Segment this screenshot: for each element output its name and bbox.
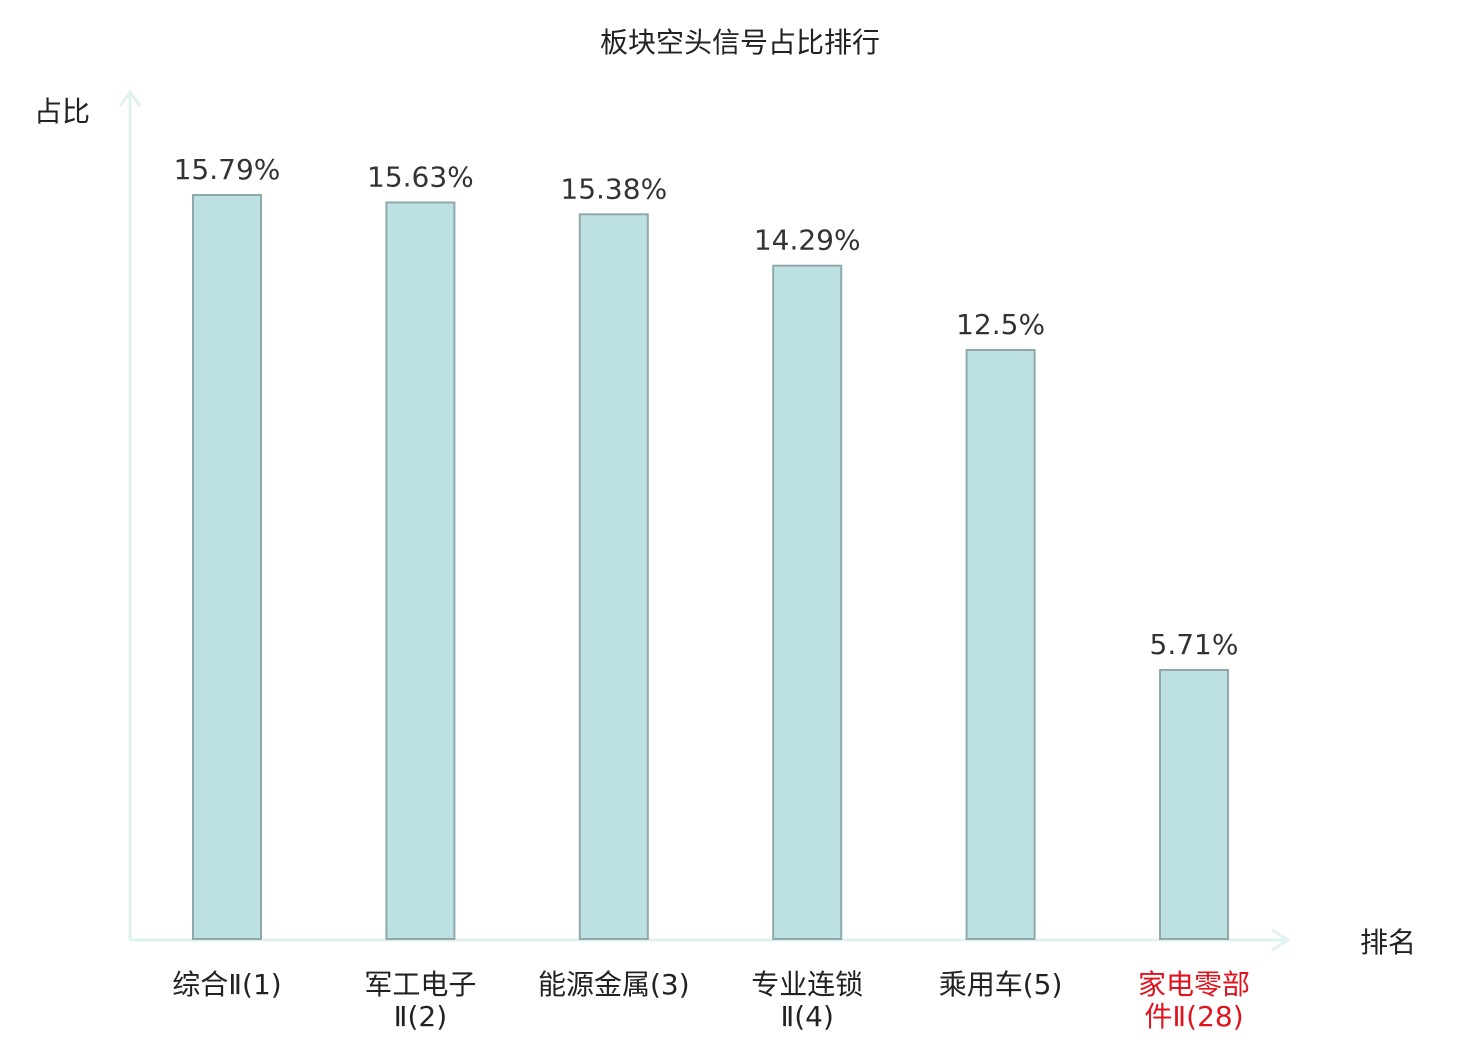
bar-2: [385, 201, 456, 940]
value-label-5: 12.5%: [956, 308, 1045, 341]
category-label-3-line-1: 能源金属(3): [538, 968, 690, 1001]
bar-3: [578, 213, 649, 941]
y-axis-label: 占比: [34, 95, 90, 128]
bar-4: [772, 264, 843, 940]
category-label-6-line-1: 家电零部: [1138, 968, 1250, 1001]
value-label-2: 15.63%: [367, 161, 474, 194]
category-label-6-line-2: 件Ⅱ(28): [1144, 1000, 1243, 1033]
chart-title: 板块空头信号占比排行: [600, 26, 880, 59]
category-label-2-line-1: 军工电子: [364, 968, 476, 1001]
value-label-6: 5.71%: [1150, 628, 1239, 661]
category-label-1-line-1: 综合Ⅱ(1): [172, 968, 281, 1001]
value-label-1: 15.79%: [174, 153, 281, 186]
category-label-4-line-2: Ⅱ(4): [780, 1000, 833, 1033]
value-label-3: 15.38%: [560, 172, 667, 205]
bar-6: [1159, 669, 1229, 940]
bar-1: [192, 194, 262, 940]
category-label-4-line-1: 专业连锁: [751, 968, 863, 1001]
value-label-4: 14.29%: [754, 224, 861, 257]
x-axis-label: 排名: [1360, 926, 1416, 959]
value-labels-group: 15.79% 15.63% 15.38% 14.29% 12.5% 5.71%: [174, 153, 1239, 661]
category-label-5-line-1: 乘用车(5): [939, 968, 1063, 1001]
bar-5: [965, 349, 1036, 940]
y-axis-arrow: [118, 89, 142, 107]
category-label-2-line-2: Ⅱ(2): [394, 1000, 447, 1033]
x-axis-arrow: [1271, 928, 1291, 952]
axes: [118, 89, 1291, 952]
bars-group: [192, 194, 1229, 941]
